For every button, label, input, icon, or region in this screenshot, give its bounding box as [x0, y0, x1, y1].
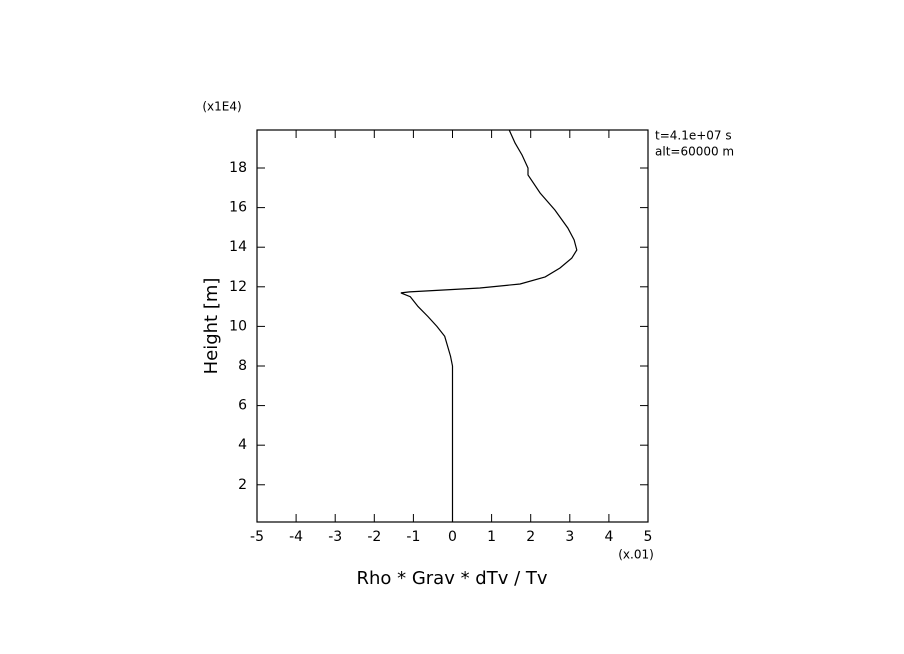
y-tick-label: 6: [238, 398, 247, 414]
x-tick-label: 1: [487, 529, 496, 545]
x-tick-label: 0: [448, 529, 457, 545]
y-tick-label: 12: [229, 279, 247, 295]
y-tick-label: 8: [238, 358, 247, 374]
annotation: t=4.1e+07 s: [655, 129, 732, 143]
x-tick-label: -4: [289, 529, 303, 545]
y-tick-label: 4: [238, 437, 247, 453]
x-tick-label: 4: [604, 529, 613, 545]
x-tick-label: -1: [406, 529, 420, 545]
y-tick-label: 16: [229, 200, 247, 216]
data-line: [400, 129, 578, 522]
x-tick-label: -5: [250, 529, 264, 545]
x-tick-label: -2: [367, 529, 381, 545]
y-tick-label: 10: [229, 318, 247, 334]
y-tick-label: 2: [238, 477, 247, 493]
x-tick-label: 2: [526, 529, 535, 545]
x-tick-label: 5: [644, 529, 653, 545]
x-multiplier: (x.01): [618, 548, 654, 562]
x-tick-label: 3: [565, 529, 574, 545]
x-axis-label: Rho * Grav * dTv / Tv: [356, 568, 547, 589]
y-tick-label: 14: [229, 239, 247, 255]
y-multiplier: (x1E4): [202, 100, 241, 114]
y-tick-label: 18: [229, 160, 247, 176]
x-tick-label: -3: [328, 529, 342, 545]
annotation: alt=60000 m: [655, 145, 734, 159]
y-axis-label: Height [m]: [201, 278, 222, 375]
